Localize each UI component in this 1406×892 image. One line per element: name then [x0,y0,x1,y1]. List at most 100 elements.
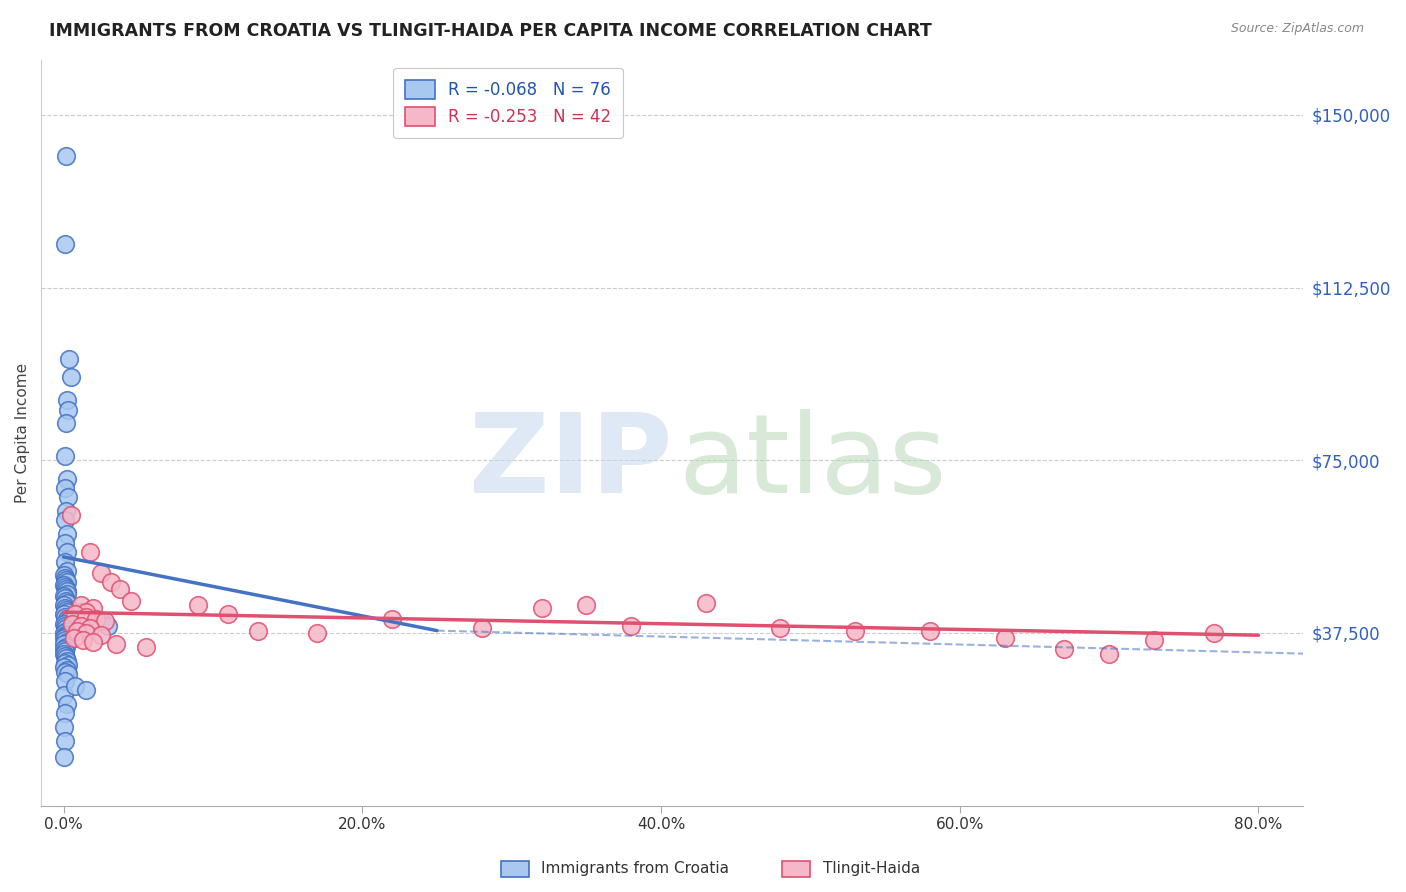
Point [1053,642,1076,657]
Point [55,393,77,408]
Point [53,555,76,569]
Point [575,599,598,613]
Point [75,683,97,698]
Point [307,626,329,640]
Point [53,644,76,658]
Point [246,624,269,638]
Point [56,605,79,619]
Point [53,734,76,748]
Point [53,591,76,606]
Text: IMMIGRANTS FROM CROATIA VS TLINGIT-HAIDA PER CAPITA INCOME CORRELATION CHART: IMMIGRANTS FROM CROATIA VS TLINGIT-HAIDA… [49,22,932,40]
Bar [782,861,810,877]
Point [53,631,76,645]
Point [53,577,76,591]
Point [55,663,77,677]
Y-axis label: Per Capita Income: Per Capita Income [15,362,30,503]
Point [53,720,76,734]
Point [55,417,77,431]
Point [55,504,77,518]
Point [56,402,79,417]
Point [53,481,76,495]
Point [53,688,76,702]
Point [104,637,127,651]
Point [86,612,108,626]
Point [120,593,142,607]
Point [530,600,553,615]
Point [53,571,76,585]
Text: Tlingit-Haida: Tlingit-Haida [823,862,920,876]
Point [55,624,77,638]
Point [70,599,93,613]
Point [59,508,82,523]
Point [187,599,209,613]
Point [53,660,76,674]
Text: Immigrants from Croatia: Immigrants from Croatia [541,862,730,876]
Point [56,564,79,578]
Point [53,589,76,603]
Point [53,648,76,663]
Point [381,612,404,626]
Point [53,628,76,642]
Bar [501,861,529,877]
Point [55,698,77,712]
Point [72,632,94,647]
Point [55,596,77,610]
Point [70,619,93,633]
Point [53,674,76,689]
Point [695,596,717,610]
Point [55,582,77,596]
Point [135,640,157,654]
Point [55,603,77,617]
Point [56,587,79,601]
Point [55,621,77,635]
Point [769,621,792,635]
Point [75,609,97,624]
Point [55,635,77,649]
Legend: R = -0.068   N = 76, R = -0.253   N = 42: R = -0.068 N = 76, R = -0.253 N = 42 [394,68,623,138]
Point [79,545,101,559]
Point [53,580,76,594]
Text: ZIP: ZIP [468,409,672,516]
Point [993,631,1015,645]
Point [55,575,77,590]
Point [82,600,104,615]
Point [53,616,76,631]
Point [79,609,101,624]
Point [53,568,76,582]
Point [53,637,76,651]
Point [53,609,76,624]
Point [90,628,112,642]
Point [55,640,77,654]
Point [53,647,76,661]
Point [55,573,77,587]
Point [1098,647,1121,661]
Point [59,370,82,384]
Point [66,624,89,638]
Point [471,621,494,635]
Point [53,607,76,622]
Point [55,472,77,486]
Point [62,616,84,631]
Point [620,619,643,633]
Point [75,605,97,619]
Point [1202,626,1225,640]
Point [918,624,941,638]
Point [53,236,76,251]
Point [55,545,77,559]
Point [63,631,86,645]
Point [90,615,112,629]
Text: Source: ZipAtlas.com: Source: ZipAtlas.com [1230,22,1364,36]
Point [53,656,76,670]
Point [844,624,866,638]
Point [90,566,112,580]
Point [55,629,77,643]
Point [53,513,76,527]
Point [55,584,77,599]
Point [53,619,76,633]
Point [55,527,77,541]
Point [55,593,77,607]
Text: atlas: atlas [679,409,948,516]
Point [217,607,239,622]
Point [56,615,79,629]
Point [55,612,77,626]
